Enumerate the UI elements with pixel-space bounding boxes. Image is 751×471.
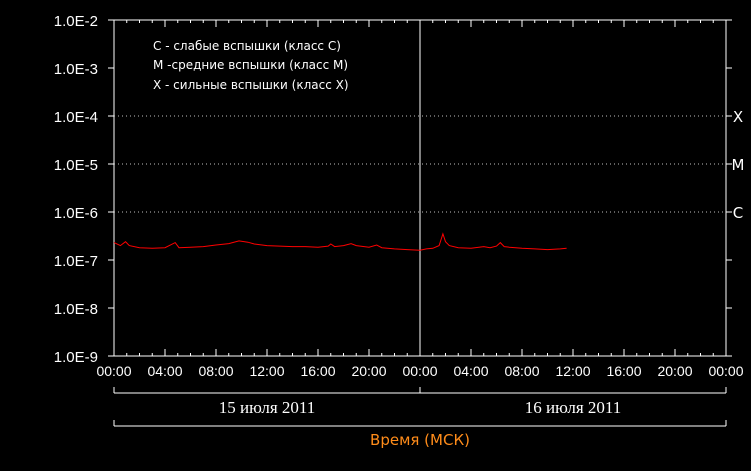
x-tick-label: 00:00 [708,363,743,379]
y-tick-label: 1.0E-3 [54,61,98,78]
y-tick-label: 1.0E-4 [54,109,98,126]
legend-item-x: X - сильные вспышки (класс X) [153,78,349,92]
y-tick-label: 1.0E-7 [54,253,98,270]
x-tick-label: 12:00 [249,363,284,379]
y-tick-label: 1.0E-6 [54,205,98,222]
legend-item-m: M -средние вспышки (класс M) [153,58,348,72]
x-tick-label: 08:00 [198,363,233,379]
x-tick-label: 04:00 [453,363,488,379]
y-axis: 1.0E-2 1.0E-3 1.0E-4 1.0E-5 1.0E-6 1.0E-7 1.0E… [54,13,732,366]
date-label-day1: 15 июля 2011 [219,398,316,417]
x-tick-label: 08:00 [504,363,539,379]
x-axis: 00:00 04:00 08:00 12:00 16:00 20:00 00:00 04:00… [96,20,744,379]
class-level-mark: X [733,108,743,126]
flare-class-gridlines: X M C [114,108,744,222]
x-tick-label: 16:00 [606,363,641,379]
date-label-day2: 16 июля 2011 [525,398,622,417]
x-tick-label: 00:00 [96,363,131,379]
y-tick-label: 1.0E-2 [54,13,98,30]
x-tick-label: 04:00 [147,363,182,379]
x-axis-label: Время (МСК) [370,431,470,449]
class-level-mark: M [732,156,745,174]
x-tick-label: 12:00 [555,363,590,379]
x-tick-label: 20:00 [657,363,692,379]
flux-line [113,232,567,251]
date-brackets [113,387,727,427]
x-tick-label: 20:00 [351,363,386,379]
x-tick-label: 16:00 [300,363,335,379]
flux-series [113,232,567,251]
x-tick-label: 00:00 [402,363,437,379]
y-tick-label: 1.0E-5 [54,157,98,174]
legend: C - слабые вспышки (класс C) M -средние … [153,39,349,92]
y-tick-label: 1.0E-9 [54,349,98,366]
class-level-mark: C [733,204,743,222]
legend-item-c: C - слабые вспышки (класс C) [153,39,341,53]
y-tick-label: 1.0E-8 [54,301,98,318]
